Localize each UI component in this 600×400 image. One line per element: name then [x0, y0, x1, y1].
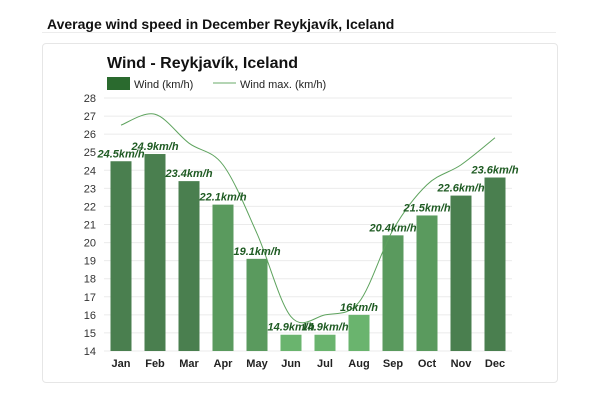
legend-wind-label: Wind (km/h)	[134, 79, 193, 91]
x-tick-label: May	[246, 358, 268, 370]
bar-jul	[314, 334, 336, 351]
bar-value-label: 20.4km/h	[368, 222, 416, 234]
bar-value-label: 14.9km/h	[267, 322, 314, 334]
y-tick-label: 15	[84, 328, 96, 340]
wind-max-line	[120, 113, 496, 324]
bar-nov	[450, 195, 472, 351]
x-tick-label: Jan	[112, 358, 131, 370]
bar-oct	[416, 215, 438, 351]
page-title: Average wind speed in December Reykjavík…	[47, 16, 395, 32]
bar-feb	[144, 154, 166, 351]
bar-sep	[382, 235, 404, 351]
bar-value-label: 21.5km/h	[402, 202, 450, 214]
chart-title: Wind - Reykjavík, Iceland	[107, 55, 298, 72]
bar-apr	[212, 204, 234, 351]
bar-value-label: 23.6km/h	[470, 165, 518, 177]
x-tick-label: Aug	[348, 358, 369, 370]
legend-wind-max-label: Wind max. (km/h)	[240, 79, 326, 91]
bars	[110, 154, 506, 351]
x-tick-label: Jul	[317, 358, 333, 370]
x-tick-label: Apr	[214, 358, 234, 370]
bar-value-label: 24.9km/h	[130, 141, 178, 153]
y-tick-label: 22	[84, 201, 96, 213]
bar-mar	[178, 181, 200, 351]
bar-value-label: 16km/h	[340, 302, 378, 314]
bar-value-label: 23.4km/h	[164, 168, 212, 180]
y-tick-label: 28	[84, 93, 96, 105]
y-tick-label: 21	[84, 220, 96, 232]
x-tick-label: Jun	[281, 358, 301, 370]
y-tick-label: 24	[84, 165, 96, 177]
grid	[104, 97, 512, 352]
y-tick-label: 25	[84, 147, 96, 159]
y-tick-label: 26	[84, 129, 96, 141]
y-axis: 14 15 16 17 18 19 20 21 22 23 24 25 26 27 28	[84, 93, 96, 358]
y-tick-label: 17	[84, 292, 96, 304]
legend: Wind (km/h) Wind max. (km/h)	[107, 77, 326, 91]
x-tick-label: Sep	[383, 358, 403, 370]
bar-dec	[484, 177, 506, 351]
bar-value-label: 22.6km/h	[436, 183, 484, 195]
y-tick-label: 20	[84, 238, 96, 250]
x-tick-label: Feb	[145, 358, 165, 370]
bar-may	[246, 258, 268, 351]
bar-jan	[110, 161, 132, 351]
y-tick-label: 14	[84, 346, 96, 358]
bar-jun	[280, 334, 302, 351]
y-tick-label: 16	[84, 310, 96, 322]
title-divider	[42, 32, 556, 33]
y-tick-label: 27	[84, 111, 96, 123]
bar-value-label: 14.9km/h	[301, 322, 348, 334]
bar-value-label: 24.5km/h	[96, 148, 144, 160]
x-tick-label: Nov	[451, 358, 473, 370]
y-tick-label: 19	[84, 256, 96, 268]
x-tick-label: Dec	[485, 358, 505, 370]
bar-value-label: 19.1km/h	[233, 246, 280, 258]
x-axis: Jan Feb Mar Apr May Jun Jul Aug Sep Oct Nov Dec	[112, 358, 506, 370]
y-tick-label: 18	[84, 274, 96, 286]
x-tick-label: Mar	[179, 358, 199, 370]
legend-wind-swatch	[107, 77, 130, 90]
bar-value-label: 22.1km/h	[198, 192, 246, 204]
x-tick-label: Oct	[418, 358, 437, 370]
y-tick-label: 23	[84, 183, 96, 195]
bar-aug	[348, 314, 370, 351]
bar-labels: 24.5km/h24.9km/h 23.4km/h 22.1km/h 19.1km/h…	[96, 141, 518, 334]
